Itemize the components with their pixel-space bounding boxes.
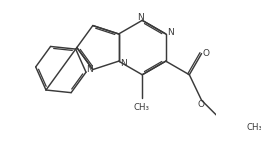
Text: O: O [203,49,210,58]
Text: CH₃: CH₃ [247,123,261,132]
Text: N: N [120,59,127,68]
Text: N: N [138,13,144,22]
Text: N: N [167,28,174,37]
Text: CH₃: CH₃ [134,103,150,112]
Text: O: O [198,100,205,109]
Text: N: N [86,65,93,74]
